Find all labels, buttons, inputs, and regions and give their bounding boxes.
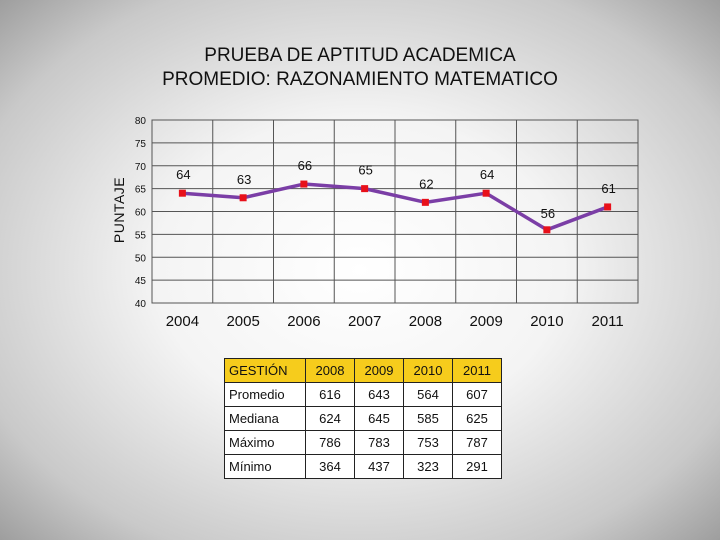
y-tick-label: 80 (135, 116, 147, 127)
table-cell: 323 (403, 454, 453, 479)
table-cell: 585 (403, 406, 453, 431)
y-tick-label: 65 (135, 185, 147, 196)
data-point-marker (178, 189, 186, 197)
table-cell: 616 (305, 382, 355, 407)
table-cell: 564 (403, 382, 453, 407)
table-cell: 624 (305, 406, 355, 431)
chart-title-line-1: PRUEBA DE APTITUD ACADEMICA (204, 45, 516, 66)
data-point-marker (361, 185, 369, 193)
stats-table: GESTIÓN 2008 2009 2010 2011 Promedio 616 643 564… (224, 358, 502, 479)
table-row: Máximo 786 783 753 787 (224, 430, 502, 455)
table-header-row: GESTIÓN 2008 2009 2010 2011 (224, 358, 502, 383)
data-label: 64 (480, 167, 494, 182)
x-tick-label: 2011 (591, 313, 623, 330)
data-label: 66 (298, 158, 312, 173)
table-cell: 364 (305, 454, 355, 479)
x-tick-label: 2005 (226, 313, 259, 330)
x-axis-ticks: 2004 2005 2006 2007 2008 2009 2010 2011 (166, 313, 624, 330)
series-line (182, 182, 609, 232)
table-cell: 753 (403, 430, 453, 455)
table-header-cell: 2011 (452, 358, 502, 383)
table-header-cell: 2008 (305, 358, 355, 383)
table-cell: Mediana (224, 406, 306, 431)
x-tick-label: 2007 (348, 313, 381, 330)
y-axis-ticks: 80 75 70 65 60 55 50 45 40 (135, 116, 147, 310)
table-row: Promedio 616 643 564 607 (224, 382, 502, 407)
data-point-marker (543, 226, 551, 234)
data-point-marker (604, 203, 612, 211)
data-label: 61 (601, 181, 615, 196)
table-row: Mínimo 364 437 323 291 (224, 454, 502, 479)
data-point-marker (421, 198, 429, 206)
table-row: Mediana 624 645 585 625 (224, 406, 502, 431)
chart-grid (151, 119, 639, 304)
data-label: 65 (358, 163, 372, 178)
table-cell: 645 (354, 406, 404, 431)
data-point-marker (300, 180, 308, 188)
y-tick-label: 70 (135, 162, 147, 173)
table-cell: Máximo (224, 430, 306, 455)
data-label: 62 (419, 176, 433, 191)
y-tick-label: 60 (135, 208, 147, 219)
data-label: 63 (237, 172, 251, 187)
y-tick-label: 75 (135, 139, 147, 150)
table-cell: 643 (354, 382, 404, 407)
table-cell: 625 (452, 406, 502, 431)
x-tick-label: 2008 (409, 313, 442, 330)
table-cell: 783 (354, 430, 404, 455)
chart-title-line-2: PROMEDIO: RAZONAMIENTO MATEMATICO (162, 69, 558, 90)
table-cell: 437 (354, 454, 404, 479)
table-header-cell: 2009 (354, 358, 404, 383)
x-tick-label: 2009 (469, 313, 502, 330)
y-tick-label: 45 (135, 276, 147, 287)
x-tick-label: 2006 (287, 313, 320, 330)
table-cell: 786 (305, 430, 355, 455)
x-tick-label: 2010 (530, 313, 563, 330)
x-tick-label: 2004 (166, 313, 199, 330)
series (178, 180, 612, 234)
table-header-cell: 2010 (403, 358, 453, 383)
table-cell: 291 (452, 454, 502, 479)
data-point-marker (239, 194, 247, 202)
table-header-cell: GESTIÓN (224, 358, 306, 383)
table-cell: Promedio (224, 382, 306, 407)
table-cell: 607 (452, 382, 502, 407)
y-tick-label: 55 (135, 230, 147, 241)
y-tick-label: 50 (135, 253, 147, 264)
data-label: 64 (176, 167, 190, 182)
table-cell: Mínimo (224, 454, 306, 479)
data-point-marker (482, 189, 490, 197)
y-tick-label: 40 (135, 299, 147, 310)
data-labels: 64 63 66 65 62 64 56 61 (176, 158, 616, 221)
table-cell: 787 (452, 430, 502, 455)
y-axis-label: PUNTAJE (111, 177, 127, 243)
data-label: 56 (541, 206, 555, 221)
